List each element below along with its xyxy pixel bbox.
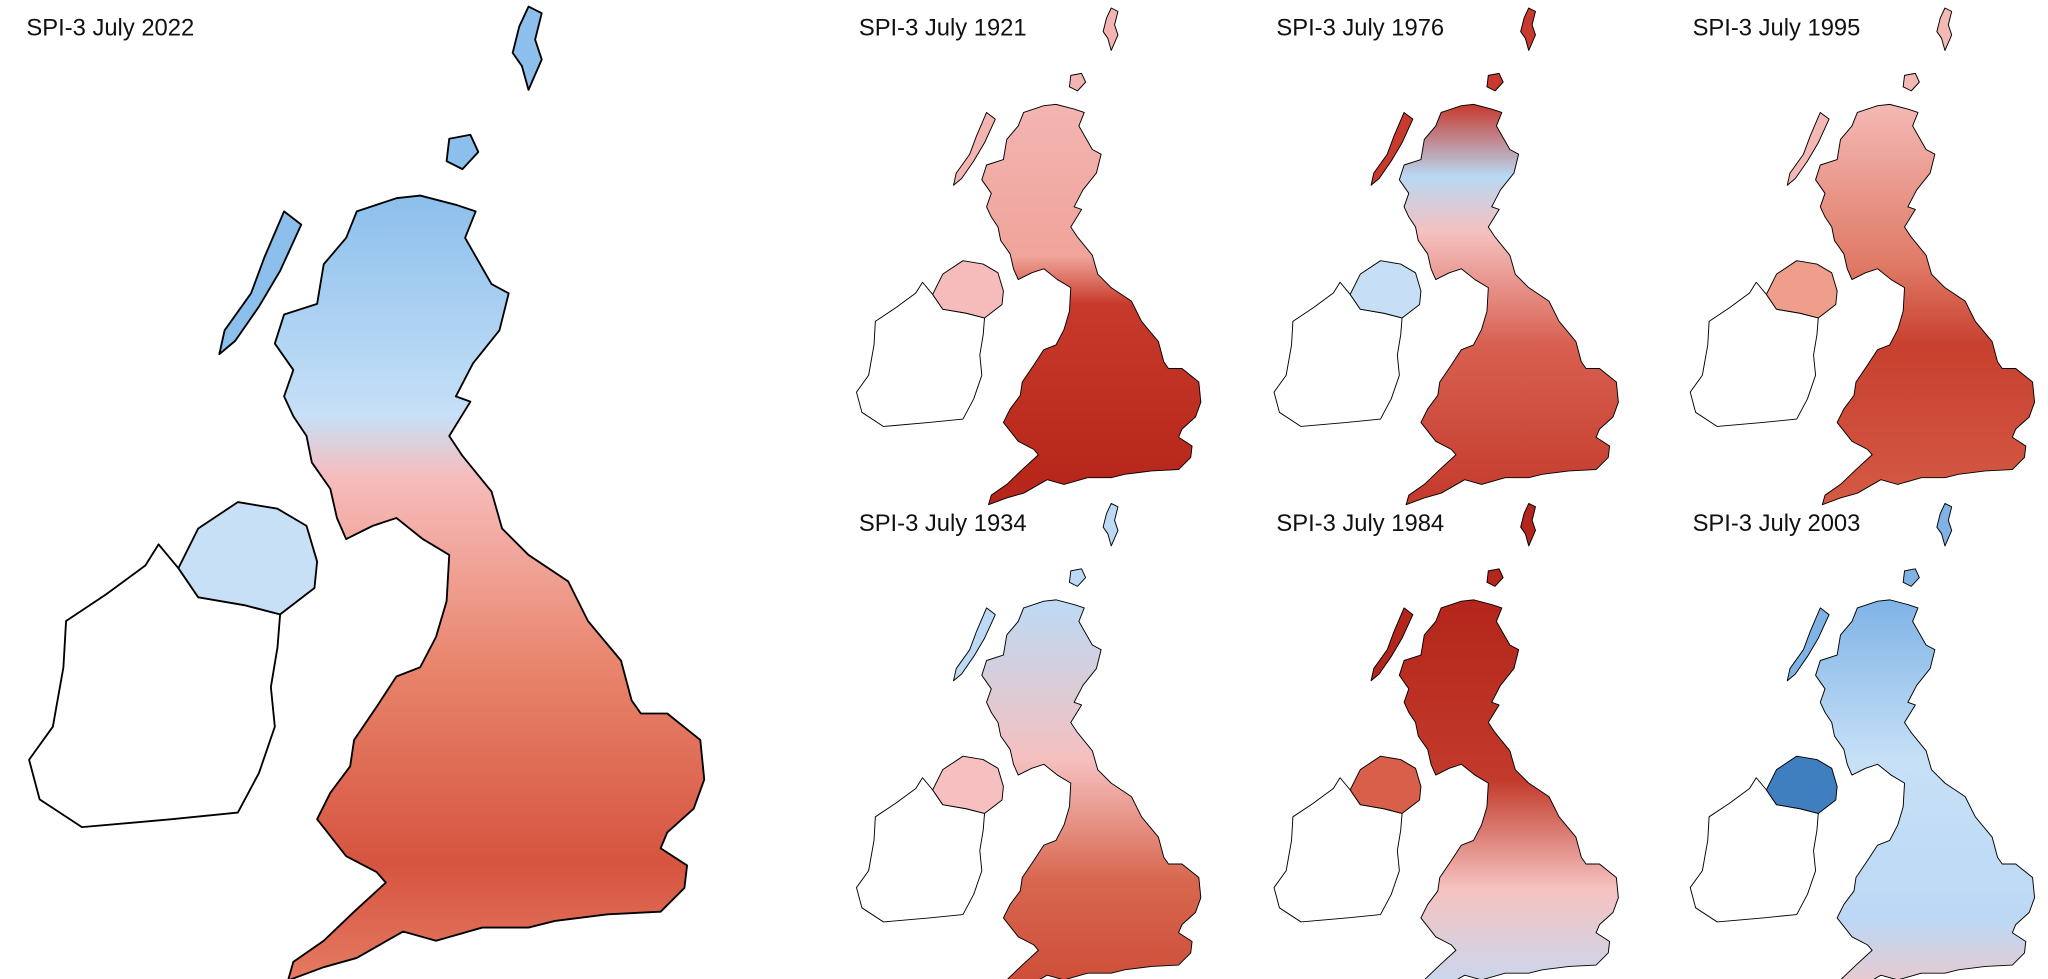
- great-britain: [1398, 599, 1619, 979]
- orkney: [1068, 72, 1087, 92]
- shetland: [511, 5, 543, 91]
- map: [28, 5, 706, 979]
- map: [1273, 7, 1619, 506]
- map-title: SPI-3 July 1984: [1276, 510, 1444, 537]
- orkney: [1902, 72, 1920, 92]
- northern-ireland: [1765, 755, 1838, 814]
- map: [1273, 503, 1619, 979]
- great-britain: [1398, 103, 1619, 506]
- great-britain: [981, 599, 1202, 979]
- great-britain: [273, 194, 706, 979]
- map-title: SPI-3 July 1921: [859, 14, 1027, 41]
- northern-ireland: [1765, 260, 1838, 319]
- great-britain: [981, 103, 1202, 506]
- great-britain: [1815, 599, 2036, 979]
- northern-ireland: [932, 755, 1004, 814]
- shetland: [1936, 7, 1953, 51]
- orkney: [1486, 568, 1504, 587]
- shetland: [1520, 503, 1536, 547]
- map: [856, 7, 1202, 506]
- shetland: [1102, 7, 1119, 51]
- map: [1689, 503, 2036, 979]
- northern-ireland: [1349, 755, 1422, 814]
- orkney: [1068, 568, 1087, 587]
- northern-ireland: [177, 501, 319, 616]
- map: [856, 503, 1202, 979]
- map-title: SPI-3 July 1934: [859, 510, 1027, 537]
- map-panels: SPI-3 July 2022 SPI-3 July 1921 SPI-3 July…: [26, 5, 2036, 979]
- orkney: [445, 133, 480, 171]
- map-title: SPI-3 July 2022: [26, 14, 194, 41]
- shetland: [1520, 7, 1536, 51]
- northern-ireland: [932, 260, 1004, 319]
- shetland: [1936, 503, 1953, 547]
- map-title: SPI-3 July 2003: [1693, 510, 1861, 537]
- map: [1689, 7, 2036, 506]
- map-title: SPI-3 July 1976: [1276, 14, 1444, 41]
- shetland: [1102, 503, 1119, 547]
- orkney: [1486, 72, 1504, 92]
- map-title: SPI-3 July 1995: [1693, 14, 1861, 41]
- orkney: [1902, 568, 1920, 587]
- northern-ireland: [1349, 260, 1422, 319]
- great-britain: [1815, 103, 2036, 506]
